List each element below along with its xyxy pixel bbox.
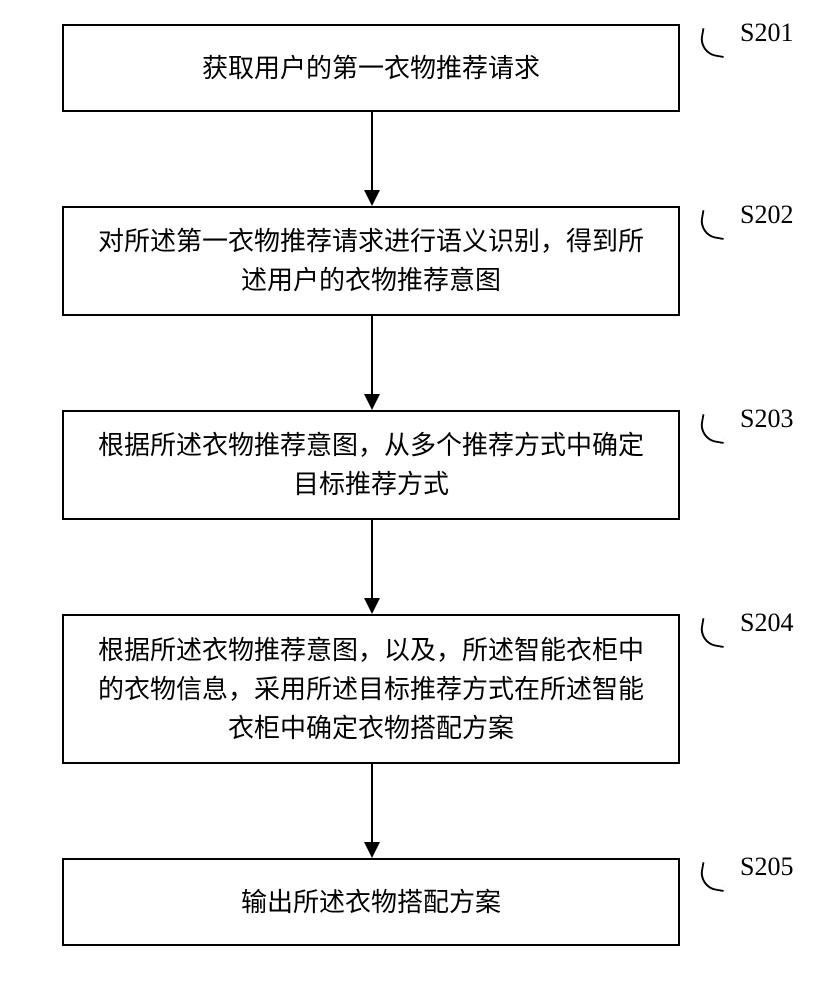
label-connector	[698, 210, 728, 240]
flow-step-s201: 获取用户的第一衣物推荐请求	[62, 24, 680, 112]
flow-step-label-s204: S204	[740, 608, 793, 638]
flow-step-text: 获取用户的第一衣物推荐请求	[202, 49, 540, 88]
label-connector	[698, 618, 728, 648]
flow-arrow-head	[364, 842, 380, 858]
flow-arrow-head	[364, 598, 380, 614]
flow-step-s202: 对所述第一衣物推荐请求进行语义识别，得到所述用户的衣物推荐意图	[62, 206, 680, 316]
flow-step-text: 输出所述衣物搭配方案	[241, 883, 501, 922]
label-connector	[698, 862, 728, 892]
label-connector	[698, 28, 728, 58]
flow-arrow	[371, 316, 373, 396]
flow-step-text: 根据所述衣物推荐意图，从多个推荐方式中确定目标推荐方式	[88, 426, 654, 504]
flow-arrow	[371, 764, 373, 844]
flow-step-text: 根据所述衣物推荐意图，以及，所述智能衣柜中的衣物信息，采用所述目标推荐方式在所述…	[88, 631, 654, 748]
flow-step-label-s202: S202	[740, 200, 793, 230]
flow-step-s205: 输出所述衣物搭配方案	[62, 858, 680, 946]
label-connector	[698, 414, 728, 444]
flow-step-text: 对所述第一衣物推荐请求进行语义识别，得到所述用户的衣物推荐意图	[88, 222, 654, 300]
flow-arrow-head	[364, 190, 380, 206]
flow-arrow-head	[364, 394, 380, 410]
flow-arrow	[371, 520, 373, 600]
flow-step-s203: 根据所述衣物推荐意图，从多个推荐方式中确定目标推荐方式	[62, 410, 680, 520]
flow-step-label-s205: S205	[740, 852, 793, 882]
flow-step-label-s201: S201	[740, 18, 793, 48]
flow-step-label-s203: S203	[740, 404, 793, 434]
flow-step-s204: 根据所述衣物推荐意图，以及，所述智能衣柜中的衣物信息，采用所述目标推荐方式在所述…	[62, 614, 680, 764]
flow-arrow	[371, 112, 373, 192]
flowchart-canvas: 获取用户的第一衣物推荐请求 S201 对所述第一衣物推荐请求进行语义识别，得到所述用…	[0, 0, 821, 1000]
